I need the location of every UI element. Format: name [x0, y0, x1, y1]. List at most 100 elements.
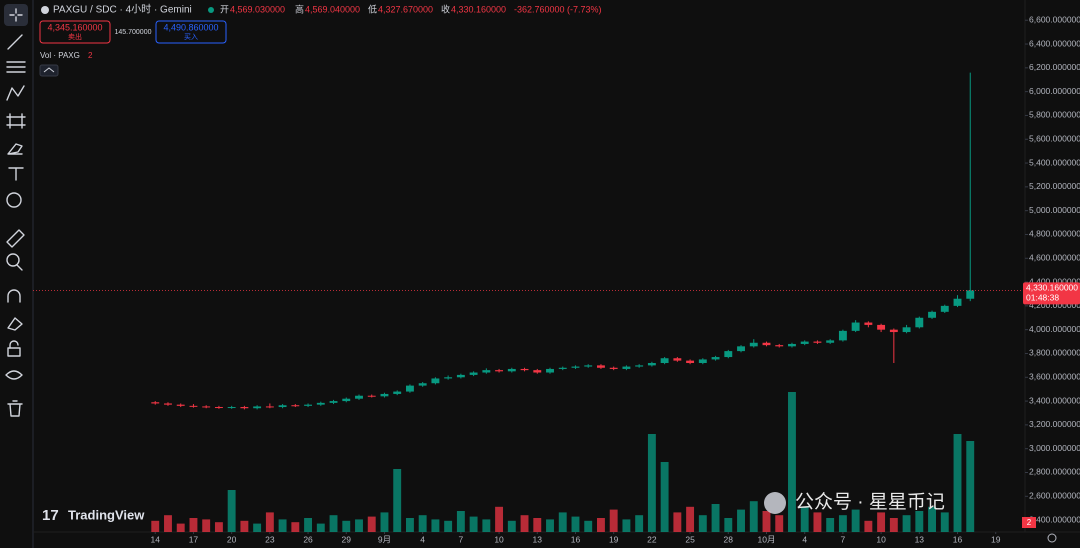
candle-body — [520, 368, 529, 371]
candle-body — [546, 368, 554, 373]
settings-icon[interactable] — [1047, 533, 1057, 543]
crosshair-tool[interactable] — [9, 8, 23, 22]
candle-body — [316, 402, 325, 405]
volume-bar — [316, 523, 325, 532]
candle-body — [342, 398, 351, 402]
volume-bar — [915, 511, 924, 532]
plot: 2,400.000000 2,600.000000 2,800.000000 3,00… — [33, 14, 1080, 544]
lock-tool[interactable] — [7, 347, 21, 357]
x-tick-label: 9月 — [378, 534, 391, 544]
candle-body — [813, 341, 822, 343]
candle-body — [482, 370, 491, 373]
y-tick-label: 3,600.000000 — [1029, 372, 1080, 382]
candle-body — [304, 404, 313, 406]
candle-body — [597, 365, 605, 368]
y-tick-label: 4,400.000000 — [1029, 276, 1080, 286]
x-tick-label: 13 — [533, 534, 543, 544]
volume-bar — [749, 501, 758, 532]
x-tick-label: 19 — [609, 534, 619, 544]
collapse-button[interactable] — [39, 64, 59, 77]
brush-tool[interactable] — [7, 143, 23, 155]
volume-bar — [851, 509, 860, 532]
candle-body — [851, 322, 860, 331]
candle-body — [660, 358, 669, 363]
volume-bar — [635, 515, 644, 532]
candle-body — [838, 330, 847, 341]
candle-body — [418, 383, 427, 386]
volume-bar — [724, 518, 733, 532]
x-tick-label: 17 — [189, 534, 199, 544]
x-tick-label: 13 — [915, 534, 925, 544]
volume-bar — [202, 519, 211, 532]
y-tick-label: 3,400.000000 — [1029, 395, 1080, 405]
ruler-tool[interactable] — [6, 229, 25, 248]
y-tick-label: 4,600.000000 — [1029, 253, 1080, 263]
volume-bar — [418, 515, 427, 532]
y-tick-label: 3,200.000000 — [1029, 419, 1080, 429]
sell-label: 卖出 — [68, 32, 82, 41]
x-tick-label: 10 — [876, 534, 886, 544]
candle-body — [622, 366, 631, 369]
candle-body — [265, 406, 274, 408]
volume-bar — [698, 515, 707, 532]
spread: 145.700000 — [115, 29, 152, 36]
zoom-tool[interactable] — [6, 253, 20, 267]
sell-button[interactable] — [39, 20, 111, 44]
volume-bar — [393, 469, 402, 532]
x-tick-label: 23 — [265, 534, 275, 544]
high-value: 4,569.040000 — [305, 4, 360, 14]
x-tick-label: 14 — [151, 534, 161, 544]
y-tick-label: 3,000.000000 — [1029, 443, 1080, 453]
y-tick-label: 2,600.000000 — [1029, 491, 1080, 501]
candle-body — [864, 322, 873, 325]
x-tick-label: 19 — [991, 534, 1001, 544]
buy-button[interactable] — [155, 20, 227, 44]
volume-bar — [533, 518, 542, 532]
volume-bar — [877, 512, 886, 532]
y-tick-label: 5,600.000000 — [1029, 133, 1080, 143]
visibility-tool[interactable] — [5, 370, 23, 380]
status-dot — [208, 7, 214, 13]
candle-body — [966, 290, 975, 299]
volume-bar — [456, 511, 465, 532]
candle-body — [393, 391, 402, 394]
text-tool[interactable] — [8, 167, 24, 181]
x-tick-label: 20 — [227, 534, 237, 544]
lock-draw-tool[interactable] — [7, 317, 23, 331]
trendline-tool[interactable] — [7, 34, 23, 50]
pattern-tool[interactable] — [6, 85, 25, 101]
delete-tool[interactable] — [7, 400, 23, 417]
volume-bar — [609, 509, 618, 532]
volume-bar — [737, 509, 745, 532]
x-tick-label: 16 — [953, 534, 963, 544]
close-label: 收 — [441, 3, 450, 14]
candle-body — [253, 406, 262, 409]
overlay-text: 公众号 · 星星币记 — [795, 491, 945, 513]
x-tick-label: 4 — [420, 534, 425, 544]
emoji-tool[interactable] — [6, 192, 22, 208]
volume-bar — [380, 512, 389, 532]
symbol-icon — [41, 6, 49, 14]
projection-tool[interactable] — [6, 113, 26, 129]
symbol[interactable]: PAXGU / SDC · 4小时 · Gemini — [53, 4, 192, 16]
x-tick-label: 7 — [841, 534, 846, 544]
volume-bar — [826, 518, 835, 532]
candle-body — [495, 370, 504, 372]
volume-bar — [164, 515, 172, 532]
candle-body — [673, 358, 682, 361]
zoom-handle — [16, 264, 23, 271]
candle-body — [788, 343, 796, 347]
candle-body — [889, 329, 898, 333]
candle-body — [151, 402, 160, 404]
volume-bar — [966, 441, 975, 532]
badge-bg — [1022, 517, 1036, 528]
candle-body — [749, 342, 758, 347]
last-price-label: 4,330.160000 — [1026, 283, 1078, 293]
fib-tool[interactable] — [6, 61, 26, 73]
magnet-tool[interactable] — [7, 289, 21, 303]
volume-bar — [482, 519, 491, 532]
volume-bar — [838, 515, 847, 532]
candle-body — [291, 405, 300, 407]
